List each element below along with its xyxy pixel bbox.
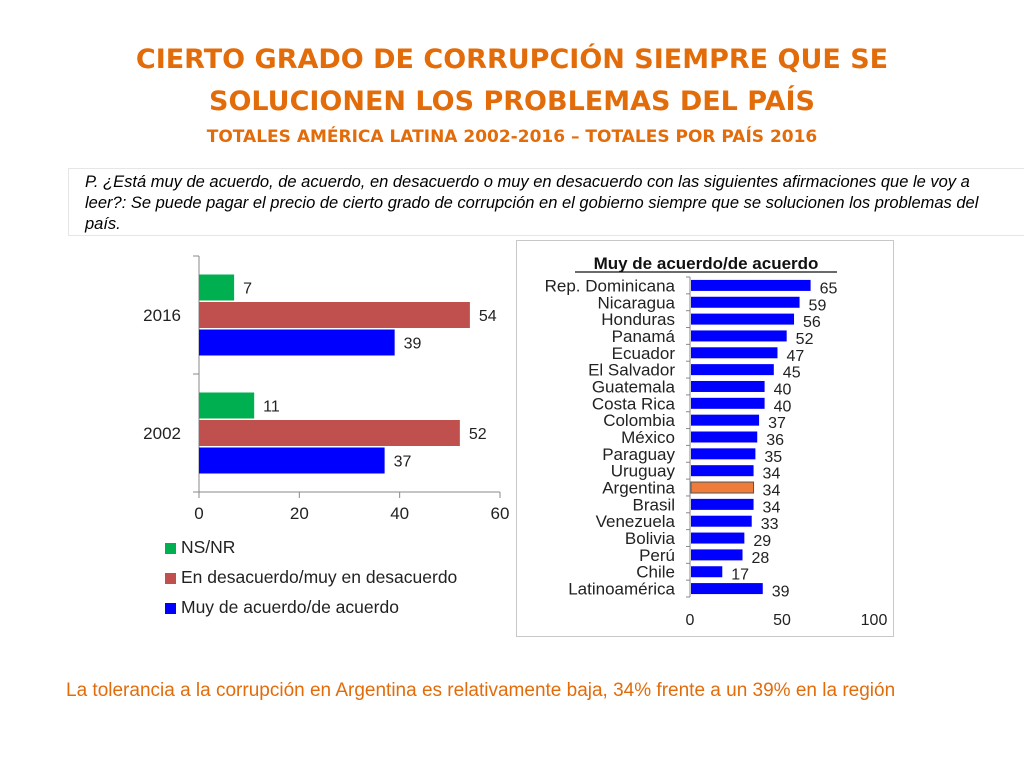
data-label: 39	[404, 336, 422, 353]
legend-label: Muy de acuerdo/de acuerdo	[181, 597, 399, 617]
data-label: 39	[772, 584, 790, 601]
data-label: 11	[263, 399, 280, 416]
data-label: 34	[763, 483, 781, 500]
legend-swatch	[165, 573, 176, 584]
country-label: Honduras	[601, 310, 675, 329]
bar	[691, 549, 743, 561]
country-label: Argentina	[602, 479, 675, 498]
bar	[199, 447, 385, 474]
bar	[691, 330, 787, 342]
chart-title: Muy de acuerdo/de acuerdo	[594, 254, 819, 273]
bar	[690, 481, 755, 494]
country-label: Ecuador	[612, 344, 676, 363]
country-label: Chile	[636, 563, 675, 582]
country-label: Guatemala	[592, 377, 676, 396]
bar	[691, 448, 756, 460]
data-label: 37	[768, 415, 786, 432]
data-label: 34	[763, 499, 781, 516]
data-label: 17	[731, 567, 749, 584]
x-tick-label: 0	[194, 504, 203, 523]
data-label: 34	[763, 466, 781, 483]
x-tick-label: 20	[290, 504, 309, 523]
country-label: Bolivia	[625, 529, 676, 548]
x-tick-label: 100	[861, 612, 888, 629]
country-label: Panamá	[612, 327, 676, 346]
x-tick-label: 60	[491, 504, 510, 523]
country-bar-chart: Muy de acuerdo/de acuerdo 0 50 100 Rep. Domi…	[545, 254, 888, 629]
question-box: P. ¿Está muy de acuerdo, de acuerdo, en …	[68, 168, 1024, 236]
country-label: Nicaragua	[598, 293, 676, 312]
bar	[691, 583, 763, 595]
data-label: 29	[753, 533, 771, 550]
bar	[691, 296, 800, 308]
conclusion-text: La tolerancia a la corrupción en Argenti…	[66, 680, 896, 701]
bar	[691, 279, 811, 291]
country-label: Costa Rica	[592, 394, 676, 413]
data-label: 35	[764, 449, 782, 466]
country-label: Rep. Dominicana	[545, 276, 676, 295]
country-label: Perú	[639, 546, 675, 565]
category-label: 2002	[143, 424, 181, 443]
data-label: 52	[469, 426, 487, 443]
x-tick-label: 50	[773, 612, 791, 629]
country-label: Colombia	[603, 411, 675, 430]
data-label: 40	[774, 398, 792, 415]
x-tick-label: 0	[686, 612, 695, 629]
data-label: 65	[820, 280, 838, 297]
page-subtitle: TOTALES AMÉRICA LATINA 2002-2016 – TOTAL…	[206, 127, 818, 147]
bar	[691, 414, 760, 426]
bar	[691, 397, 765, 409]
country-label: México	[621, 428, 675, 447]
data-label: 56	[803, 314, 821, 331]
legend-swatch	[165, 543, 176, 554]
bar	[691, 380, 765, 392]
bar	[691, 566, 723, 578]
bar	[199, 274, 235, 301]
question-text: P. ¿Está muy de acuerdo, de acuerdo, en …	[85, 173, 979, 233]
data-label: 37	[394, 454, 412, 471]
page-title-line-2: SOLUCIONEN LOS PROBLEMAS DEL PAÍS	[209, 86, 815, 117]
page-title-line-1: CIERTO GRADO DE CORRUPCIÓN SIEMPRE QUE S…	[135, 44, 889, 75]
country-label: Venezuela	[596, 512, 676, 531]
data-label: 40	[774, 381, 792, 398]
trend-bar-chart: 0 20 40 60 2016 7 54 39 2002 11 52 37	[143, 255, 510, 523]
country-label: El Salvador	[588, 361, 675, 380]
bar	[691, 347, 778, 359]
category-label: 2016	[143, 306, 181, 325]
legend-swatch	[165, 603, 176, 614]
x-tick-label: 40	[390, 504, 409, 523]
bar	[199, 302, 470, 328]
data-label: 36	[766, 432, 784, 449]
data-label: 47	[786, 348, 804, 365]
legend-label: En desacuerdo/muy en desacuerdo	[181, 567, 458, 587]
country-label: Brasil	[632, 495, 675, 514]
data-label: 45	[783, 365, 801, 382]
data-label: 7	[243, 281, 252, 298]
bar	[691, 498, 754, 510]
bar	[691, 515, 752, 527]
country-label: Uruguay	[611, 462, 676, 481]
data-label: 54	[479, 308, 497, 325]
bar	[199, 329, 395, 356]
country-label: Paraguay	[602, 445, 675, 464]
country-label: Latinoamérica	[568, 580, 675, 599]
bar	[199, 392, 255, 419]
bar	[691, 431, 758, 443]
bar	[691, 532, 745, 544]
data-label: 52	[796, 331, 814, 348]
bar	[691, 465, 754, 477]
data-label: 59	[809, 297, 827, 314]
bar	[691, 313, 795, 325]
country-chart-frame	[516, 240, 894, 637]
data-label: 33	[761, 516, 779, 533]
data-label: 28	[752, 550, 770, 567]
legend-label: NS/NR	[181, 537, 236, 557]
bar	[691, 364, 774, 376]
bar	[199, 420, 460, 446]
